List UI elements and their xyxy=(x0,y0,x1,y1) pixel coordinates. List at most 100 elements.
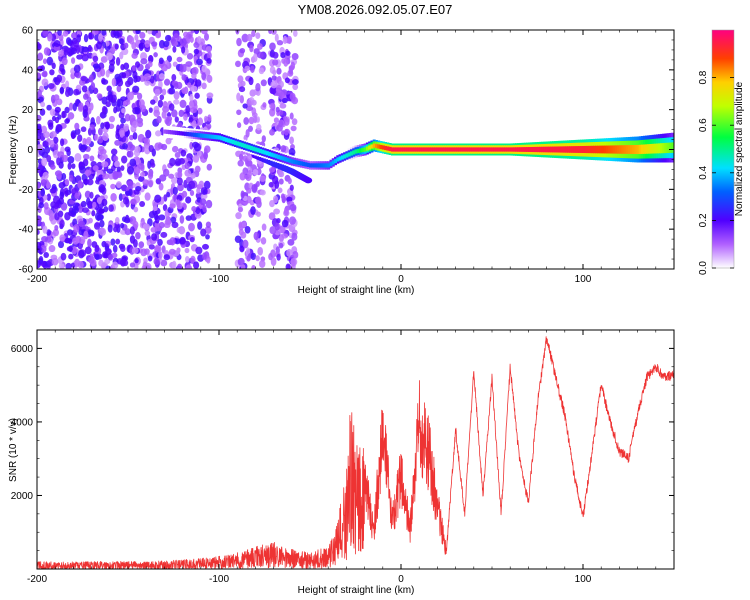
noise-speckle xyxy=(203,151,209,160)
trace-core xyxy=(408,147,412,152)
noise-speckle xyxy=(71,47,77,55)
noise-speckle xyxy=(144,40,151,48)
noise-speckle xyxy=(47,209,54,216)
noise-speckle xyxy=(134,257,139,264)
noise-speckle xyxy=(114,31,120,39)
noise-speckle xyxy=(114,139,121,146)
noise-speckle xyxy=(123,217,131,224)
noise-speckle xyxy=(278,119,284,128)
noise-speckle xyxy=(127,91,134,101)
noise-speckle xyxy=(206,74,213,83)
noise-speckle xyxy=(185,255,190,263)
noise-speckle xyxy=(51,257,59,266)
noise-speckle xyxy=(201,252,207,260)
trace-core xyxy=(163,129,167,134)
trace-core xyxy=(356,148,360,154)
trace-core xyxy=(181,131,185,136)
noise-speckle xyxy=(205,199,213,209)
noise-speckle xyxy=(269,86,275,94)
noise-speckle xyxy=(67,112,75,120)
noise-speckle xyxy=(131,65,137,71)
noise-speckle xyxy=(205,221,212,228)
noise-speckle xyxy=(74,153,82,162)
noise-speckle xyxy=(166,115,173,122)
trace-core xyxy=(595,145,599,154)
noise-speckle xyxy=(190,85,198,92)
trace-core xyxy=(283,157,287,162)
noise-speckle xyxy=(128,188,133,197)
noise-speckle xyxy=(98,227,107,236)
trace-core xyxy=(636,144,640,155)
noise-speckle xyxy=(177,183,184,192)
noise-speckle xyxy=(67,156,75,164)
noise-speckle xyxy=(240,190,245,199)
trace-core xyxy=(281,156,285,161)
noise-speckle xyxy=(236,92,241,102)
noise-speckle xyxy=(60,202,68,211)
noise-speckle xyxy=(44,146,51,154)
noise-speckle xyxy=(92,165,99,171)
noise-speckle xyxy=(129,134,134,141)
noise-speckle xyxy=(129,262,136,268)
noise-speckle xyxy=(154,214,160,224)
noise-speckle xyxy=(73,39,79,48)
noise-speckle xyxy=(59,63,65,73)
spectrogram-plot xyxy=(37,30,674,269)
noise-speckle xyxy=(88,32,93,40)
noise-speckle xyxy=(276,67,282,75)
noise-speckle xyxy=(283,206,289,216)
y-tick-label: 40 xyxy=(22,65,34,76)
noise-speckle xyxy=(284,77,290,84)
noise-speckle xyxy=(258,67,265,75)
noise-speckle xyxy=(272,59,279,66)
noise-speckle xyxy=(51,62,56,70)
noise-speckle xyxy=(124,131,129,138)
noise-speckle xyxy=(173,99,180,105)
noise-speckle xyxy=(51,115,57,122)
noise-speckle xyxy=(185,61,193,67)
noise-speckle xyxy=(273,117,279,124)
noise-speckle xyxy=(201,72,207,81)
trace-core xyxy=(579,146,583,153)
trace-core xyxy=(370,144,374,149)
trace-core xyxy=(304,162,308,167)
noise-speckle xyxy=(162,168,170,177)
trace-core xyxy=(361,147,365,153)
trace-core xyxy=(473,147,477,152)
trace-core xyxy=(352,150,356,155)
x-tick-label: -200 xyxy=(27,274,47,285)
trace-core xyxy=(597,145,601,154)
noise-speckle xyxy=(203,180,211,190)
noise-speckle xyxy=(168,103,175,111)
noise-speckle xyxy=(107,93,114,103)
noise-speckle xyxy=(58,197,65,205)
noise-speckle xyxy=(84,190,91,199)
noise-speckle xyxy=(144,230,151,237)
noise-speckle xyxy=(131,247,139,254)
noise-speckle xyxy=(130,198,137,205)
noise-speckle xyxy=(82,104,89,114)
noise-speckle xyxy=(207,51,212,60)
trace-core xyxy=(322,163,326,168)
noise-speckle xyxy=(144,192,151,201)
noise-speckle xyxy=(268,253,273,261)
noise-speckle xyxy=(64,190,69,197)
noise-speckle xyxy=(40,244,47,253)
noise-speckle xyxy=(40,125,48,134)
trace-core xyxy=(265,151,269,156)
noise-speckle xyxy=(272,51,279,59)
noise-speckle xyxy=(116,85,122,93)
noise-speckle xyxy=(78,249,85,259)
noise-speckle xyxy=(248,116,255,125)
noise-speckle xyxy=(170,36,176,45)
noise-speckle xyxy=(160,259,168,267)
noise-speckle xyxy=(129,226,135,235)
noise-speckle xyxy=(283,128,289,136)
y-tick-label: 60 xyxy=(22,26,34,37)
noise-speckle xyxy=(49,214,54,222)
colorbar xyxy=(712,30,734,268)
noise-speckle xyxy=(145,129,152,139)
noise-speckle xyxy=(166,191,171,198)
noise-speckle xyxy=(277,187,283,194)
noise-speckle xyxy=(251,183,258,193)
